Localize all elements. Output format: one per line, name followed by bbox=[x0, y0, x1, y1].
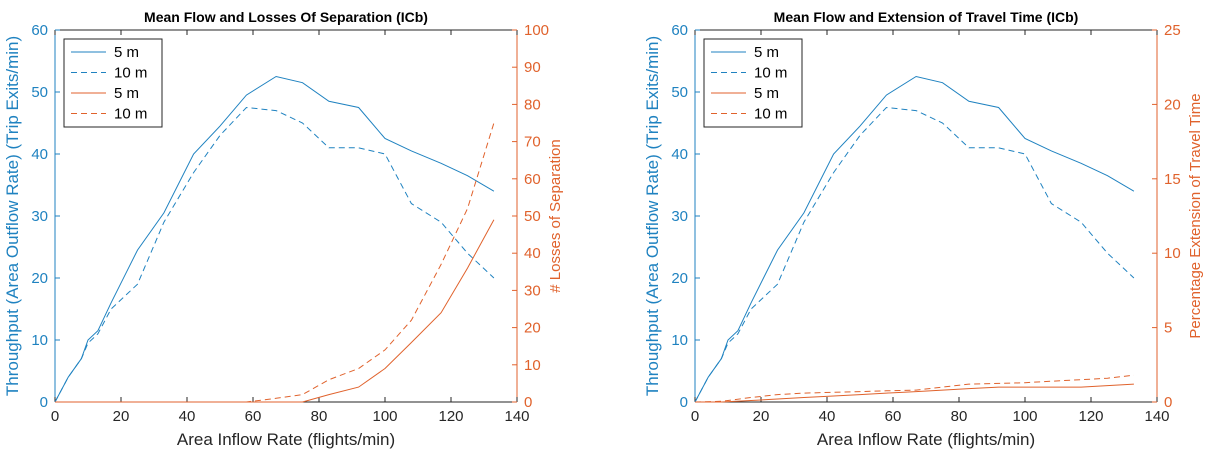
x-tick-label: 100 bbox=[372, 408, 397, 425]
series-line-right-axis-4 bbox=[55, 122, 495, 403]
x-tick-label: 0 bbox=[51, 408, 59, 425]
y-tick-label-right: 15 bbox=[1164, 171, 1181, 188]
legend-label: 10 m bbox=[114, 65, 147, 82]
series-line-throughput-2 bbox=[694, 106, 1135, 403]
series-line-right-axis-3 bbox=[695, 383, 1134, 403]
legend-label: 5 m bbox=[754, 44, 779, 61]
y-axis-label-right: # Losses of Separation bbox=[547, 139, 564, 292]
y-tick-label-right: 0 bbox=[1164, 394, 1172, 411]
y-tick-label-left: 20 bbox=[671, 270, 688, 287]
x-tick-label: 120 bbox=[1078, 408, 1103, 425]
series-line-right-axis-3 bbox=[55, 219, 495, 403]
chart-title: Mean Flow and Extension of Travel Time (… bbox=[774, 9, 1079, 25]
y-axis-label-left: Throughput (Area Outflow Rate) (Trip Exi… bbox=[643, 36, 662, 396]
x-tick-label: 40 bbox=[819, 408, 836, 425]
y-tick-label-right: 80 bbox=[524, 96, 541, 113]
x-tick-label: 140 bbox=[504, 408, 529, 425]
x-tick-label: 60 bbox=[885, 408, 902, 425]
chart-title: Mean Flow and Losses Of Separation (ICb) bbox=[144, 9, 428, 25]
y-tick-label-right: 60 bbox=[524, 171, 541, 188]
y-tick-label-right: 10 bbox=[524, 357, 541, 374]
y-axis-label-right: Percentage Extension of Travel Time bbox=[1187, 93, 1204, 338]
y-tick-label-left: 0 bbox=[680, 394, 688, 411]
y-tick-label-left: 40 bbox=[31, 146, 48, 163]
y-tick-label-right: 5 bbox=[1164, 320, 1172, 337]
y-tick-label-left: 10 bbox=[31, 332, 48, 349]
y-tick-label-right: 70 bbox=[524, 134, 541, 151]
chart-1: 0 20 40 60 80 100 120 1400102030405060010203040… bbox=[3, 9, 564, 449]
series-line-throughput-1 bbox=[54, 75, 495, 403]
x-tick-label: 120 bbox=[438, 408, 463, 425]
y-tick-label-left: 20 bbox=[31, 270, 48, 287]
y-tick-label-left: 40 bbox=[671, 146, 688, 163]
y-tick-label-right: 0 bbox=[524, 394, 532, 411]
legend: 5 m 10 m 5 m 10 m bbox=[703, 38, 803, 128]
y-tick-label-left: 0 bbox=[40, 394, 48, 411]
chart-2: 0 20 40 60 80 100 120 1400102030405060051015202… bbox=[643, 9, 1204, 449]
y-tick-label-left: 30 bbox=[31, 208, 48, 225]
legend-label: 10 m bbox=[754, 106, 787, 123]
y-tick-label-left: 30 bbox=[671, 208, 688, 225]
legend-label: 5 m bbox=[754, 85, 779, 102]
legend-box bbox=[63, 38, 163, 128]
x-tick-label: 0 bbox=[691, 408, 699, 425]
x-axis-label: Area Inflow Rate (flights/min) bbox=[177, 430, 395, 449]
series-line-right-axis-4 bbox=[694, 374, 1134, 403]
legend-label: 5 m bbox=[114, 44, 139, 61]
y-axis-label-left: Throughput (Area Outflow Rate) (Trip Exi… bbox=[3, 36, 22, 396]
y-tick-label-right: 40 bbox=[524, 245, 541, 262]
series-line-throughput-1 bbox=[694, 75, 1135, 403]
legend-box bbox=[703, 38, 803, 128]
y-tick-label-right: 20 bbox=[524, 320, 541, 337]
y-tick-label-right: 100 bbox=[524, 22, 549, 39]
y-tick-label-right: 30 bbox=[524, 282, 541, 299]
x-tick-label: 100 bbox=[1012, 408, 1037, 425]
y-tick-label-left: 10 bbox=[671, 332, 688, 349]
y-tick-label-right: 50 bbox=[524, 208, 541, 225]
y-tick-label-left: 60 bbox=[31, 22, 48, 39]
x-tick-label: 80 bbox=[951, 408, 968, 425]
x-tick-label: 80 bbox=[311, 408, 328, 425]
legend-label: 10 m bbox=[754, 65, 787, 82]
y-tick-label-left: 50 bbox=[31, 84, 48, 101]
y-tick-label-right: 20 bbox=[1164, 96, 1181, 113]
x-tick-label: 20 bbox=[113, 408, 130, 425]
x-axis-label: Area Inflow Rate (flights/min) bbox=[817, 430, 1035, 449]
x-tick-label: 140 bbox=[1144, 408, 1169, 425]
y-tick-label-left: 60 bbox=[671, 22, 688, 39]
x-tick-label: 40 bbox=[179, 408, 196, 425]
x-tick-label: 60 bbox=[245, 408, 262, 425]
legend-label: 10 m bbox=[114, 106, 147, 123]
series-line-throughput-2 bbox=[54, 106, 495, 403]
legend: 5 m 10 m 5 m 10 m bbox=[63, 38, 163, 128]
y-tick-label-right: 10 bbox=[1164, 245, 1181, 262]
y-tick-label-right: 25 bbox=[1164, 22, 1181, 39]
y-tick-label-right: 90 bbox=[524, 59, 541, 76]
x-tick-label: 20 bbox=[753, 408, 770, 425]
legend-label: 5 m bbox=[114, 85, 139, 102]
y-tick-label-left: 50 bbox=[671, 84, 688, 101]
